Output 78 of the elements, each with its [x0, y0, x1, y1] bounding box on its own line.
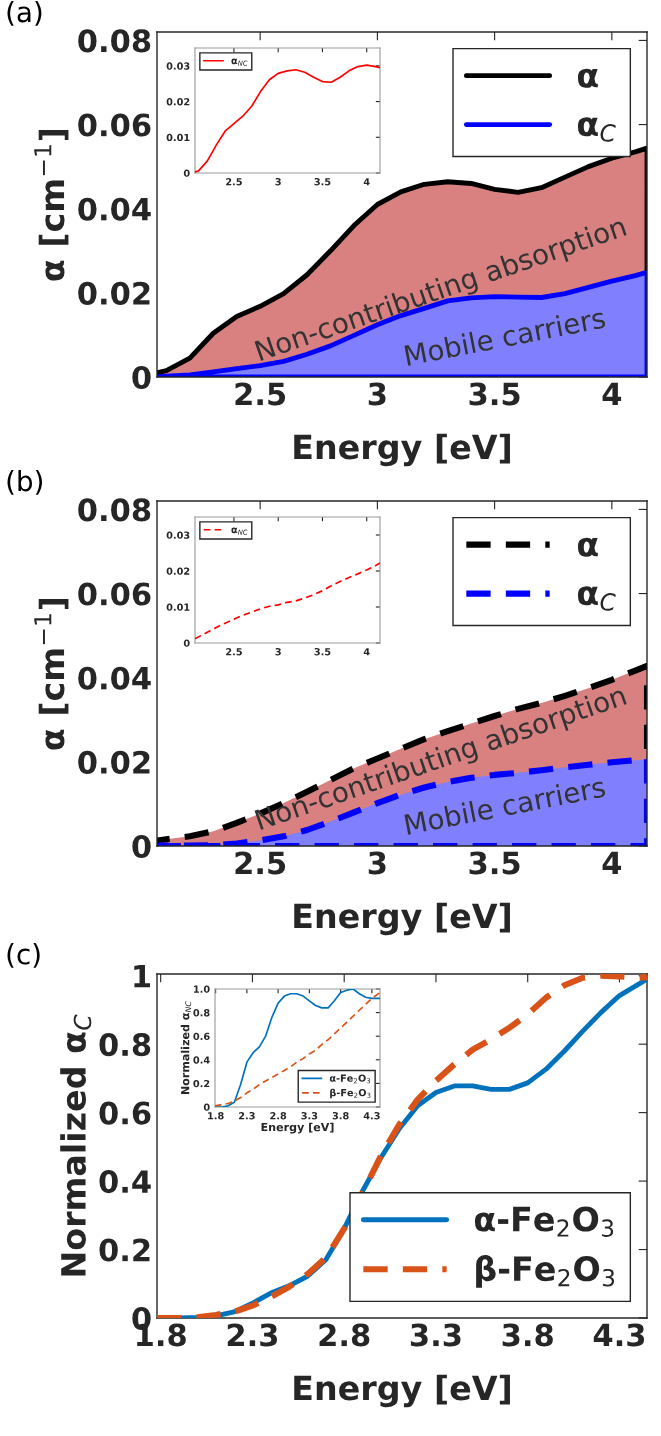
- y-tick-label: 0.6: [99, 1101, 151, 1125]
- x-axis-title: Energy [eV]: [294, 433, 510, 467]
- y-tick-label: 0.4: [99, 1170, 151, 1194]
- x-axis-title: Energy [eV]: [294, 1374, 510, 1408]
- x-tick-label: 1.8: [208, 1112, 224, 1120]
- legend-label: α$_{C}$: [577, 117, 616, 142]
- legend-label: α: [577, 68, 598, 88]
- x-tick-label: 4: [363, 648, 370, 656]
- y-axis-title: Normalized α$_{NC}$: [180, 1001, 192, 1095]
- x-tick-label: 4: [363, 178, 370, 186]
- y-tick-label: 0.01: [166, 603, 190, 611]
- x-tick-label: 3.3: [301, 1112, 318, 1120]
- text: (a): [7, 0, 42, 26]
- y-axis-title: α [cm$^{−1}$]: [34, 598, 69, 750]
- y-tick-label: 0: [132, 365, 151, 390]
- x-axis-title: Energy [eV]: [294, 902, 510, 936]
- x-tick-label: 4.3: [363, 1112, 380, 1120]
- line-series: [195, 562, 380, 640]
- y-tick-label: 0.08: [78, 498, 151, 522]
- x-tick-label: 3: [275, 648, 281, 656]
- x-tick-label: 3.5: [469, 382, 520, 406]
- x-tick-label: 2.8: [319, 1323, 370, 1347]
- x-tick-label: 3.8: [502, 1323, 553, 1347]
- x-tick-label: 4.3: [593, 1323, 645, 1347]
- legend-label: α: [577, 537, 598, 557]
- x-tick-label: 2.5: [235, 382, 286, 406]
- x-tick-label: 3.5: [314, 648, 331, 656]
- y-tick-label: 0.01: [166, 133, 190, 142]
- y-tick-label: 0.2: [193, 1079, 210, 1088]
- y-tick-label: 0.8: [99, 1033, 151, 1057]
- x-tick-label: 2.5: [226, 178, 242, 186]
- y-tick-label: 1: [134, 965, 151, 988]
- legend-label: α$_{NC}$: [231, 527, 248, 535]
- y-tick-label: 0.02: [78, 281, 150, 305]
- y-tick-label: 1.0: [194, 985, 210, 993]
- legend-label: α$_{C}$: [577, 586, 616, 611]
- text: (b): [7, 469, 43, 495]
- y-tick-label: 0.03: [166, 531, 190, 539]
- y-tick-label: 0.04: [78, 666, 151, 690]
- y-axis-title: Normalized α$_{C}$: [60, 1014, 92, 1276]
- x-tick-label: 2.3: [239, 1112, 255, 1120]
- x-tick-label: 4: [602, 382, 622, 406]
- y-tick-label: 0.2: [99, 1238, 150, 1262]
- x-tick-label: 2.8: [270, 1112, 287, 1120]
- y-tick-label: 0.04: [78, 197, 151, 221]
- legend-label: α-Fe$_{2}$O$_{3}$: [474, 1206, 614, 1237]
- y-tick-label: 0.02: [78, 750, 150, 774]
- legend-label: β-Fe$_{2}$O$_{3}$: [476, 1255, 615, 1288]
- y-tick-label: 0.06: [78, 113, 151, 137]
- y-tick-label: 0: [183, 639, 190, 647]
- x-tick-label: 3: [368, 382, 386, 406]
- x-tick-label: 4: [602, 851, 622, 875]
- legend-label: β-Fe$_{2}$O$_{3}$: [330, 1088, 371, 1099]
- y-tick-label: 0.02: [166, 567, 190, 575]
- y-tick-label: 0.02: [166, 98, 190, 106]
- y-tick-label: 0: [132, 834, 151, 859]
- y-tick-label: 0.03: [166, 62, 190, 70]
- legend-label: α-Fe$_{2}$O$_{3}$: [329, 1074, 371, 1084]
- y-axis-title: α [cm$^{−1}$]: [34, 129, 69, 281]
- x-tick-label: 3: [368, 851, 386, 875]
- y-tick-label: 0: [203, 1103, 210, 1111]
- y-tick-label: 0.8: [193, 1009, 210, 1017]
- x-tick-label: 2.5: [226, 648, 242, 656]
- x-tick-label: 3: [275, 178, 281, 186]
- text: (c): [7, 943, 40, 968]
- y-tick-label: 0.08: [78, 29, 151, 53]
- x-tick-label: 3.8: [332, 1112, 349, 1120]
- y-tick-label: 0.6: [193, 1032, 210, 1041]
- x-tick-label: 3.3: [410, 1323, 461, 1347]
- y-tick-label: 0.06: [78, 582, 151, 606]
- y-tick-label: 0: [183, 169, 190, 177]
- y-tick-label: 0.4: [193, 1056, 210, 1064]
- x-tick-label: 3.5: [314, 178, 331, 186]
- x-axis-title: Energy [eV]: [261, 1122, 334, 1134]
- legend-label: α$_{NC}$: [231, 58, 248, 66]
- x-tick-label: 2.3: [227, 1323, 278, 1347]
- x-tick-label: 2.5: [235, 851, 286, 875]
- x-tick-label: 3.5: [469, 851, 520, 875]
